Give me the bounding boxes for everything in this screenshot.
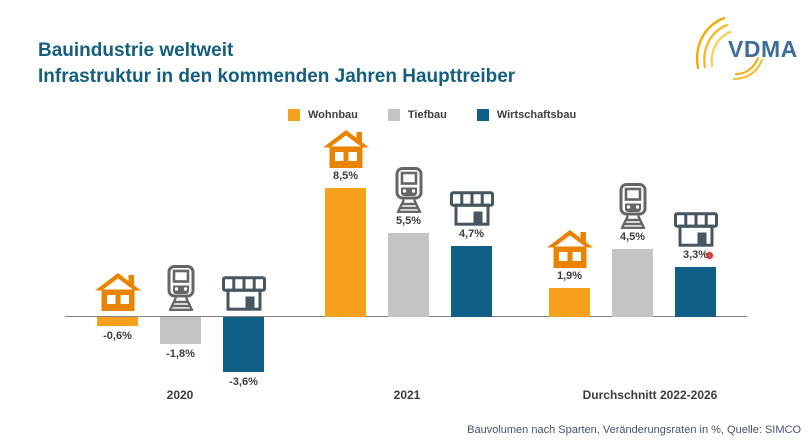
legend-item-wohnbau: Wohnbau <box>288 109 358 121</box>
legend-swatch <box>288 109 300 121</box>
shop-icon <box>673 212 718 247</box>
train-icon <box>616 183 650 230</box>
bar-wohnbau-2020 <box>97 317 138 326</box>
value-label: 8,5% <box>332 170 359 182</box>
train-icon <box>392 167 426 214</box>
title-line-2: Infrastruktur in den kommenden Jahren Ha… <box>38 66 516 87</box>
shop-icon <box>449 191 494 226</box>
legend-item-tiefbau: Tiefbau <box>387 109 447 121</box>
vdma-logo: VDMA <box>686 10 802 88</box>
legend: Wohnbau Tiefbau Wirtschaftsbau <box>288 109 576 121</box>
bar-wirtschaftsbau-durchschnitt-2022-2026 <box>675 267 716 317</box>
legend-swatch <box>476 109 489 121</box>
train-icon <box>164 265 198 312</box>
bar-tiefbau-2020 <box>160 317 201 344</box>
value-label: 5,5% <box>395 215 422 227</box>
legend-label: Tiefbau <box>407 109 447 121</box>
value-label: -3,6% <box>229 376 258 388</box>
bar-tiefbau-2021 <box>388 233 429 317</box>
house-icon <box>322 130 369 168</box>
legend-label: Wirtschaftsbau <box>496 109 577 121</box>
house-icon <box>546 230 593 268</box>
value-label: 4,5% <box>619 231 646 243</box>
bar-wirtschaftsbau-2020 <box>223 317 264 372</box>
legend-item-wirtschaftsbau: Wirtschaftsbau <box>476 109 577 121</box>
category-label: 2020 <box>166 388 194 402</box>
page-title: Bauindustrie weltweit Infrastruktur in d… <box>38 38 515 90</box>
value-label: -1,8% <box>166 348 195 360</box>
vdma-logo-arcs-icon: VDMA <box>695 16 798 80</box>
legend-label: Wohnbau <box>308 109 358 121</box>
vdma-logo-text: VDMA <box>728 36 798 62</box>
bar-wohnbau-durchschnitt-2022-2026 <box>549 288 590 317</box>
shop-icon <box>221 276 266 311</box>
value-label: 3,3% <box>682 249 709 261</box>
value-label: 4,7% <box>458 228 485 240</box>
value-label: 1,9% <box>556 270 583 282</box>
bar-tiefbau-durchschnitt-2022-2026 <box>612 249 653 317</box>
click-indicator <box>705 251 713 259</box>
value-label: -0,6% <box>103 330 132 342</box>
title-line-1: Bauindustrie weltweit <box>38 40 234 61</box>
bar-wirtschaftsbau-2021 <box>451 246 492 317</box>
category-label: Durchschnitt 2022-2026 <box>582 388 718 402</box>
source-note: Bauvolumen nach Sparten, Veränderungsrat… <box>467 424 801 436</box>
house-icon <box>94 273 141 311</box>
bar-wohnbau-2021 <box>325 188 366 317</box>
legend-swatch <box>387 109 400 121</box>
category-label: 2021 <box>393 388 421 402</box>
